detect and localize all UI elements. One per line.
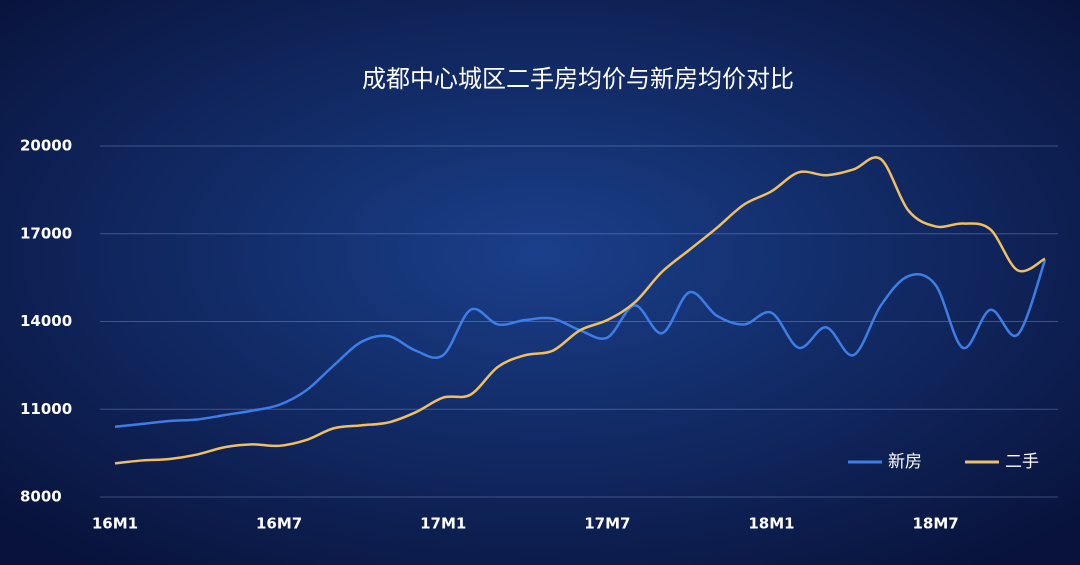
y-tick-label: 17000 — [20, 224, 72, 242]
x-tick-label: 16M1 — [92, 515, 138, 533]
legend-label: 新房 — [888, 452, 922, 472]
x-tick-label: 18M1 — [748, 515, 794, 533]
y-tick-label: 11000 — [20, 400, 72, 418]
x-tick-label: 17M1 — [420, 515, 466, 533]
legend-label: 二手 — [1005, 452, 1039, 472]
chart-title: 成都中心城区二手房均价与新房均价对比 — [362, 65, 794, 93]
x-tick-label: 17M7 — [584, 515, 630, 533]
series-line — [114, 156, 1046, 465]
y-tick-label: 14000 — [20, 312, 72, 330]
x-tick-label: 16M7 — [256, 515, 302, 533]
y-tick-label: 8000 — [20, 488, 62, 506]
x-tick-label: 18M7 — [912, 515, 958, 533]
series-line — [114, 259, 1047, 429]
y-tick-label: 20000 — [20, 137, 72, 155]
